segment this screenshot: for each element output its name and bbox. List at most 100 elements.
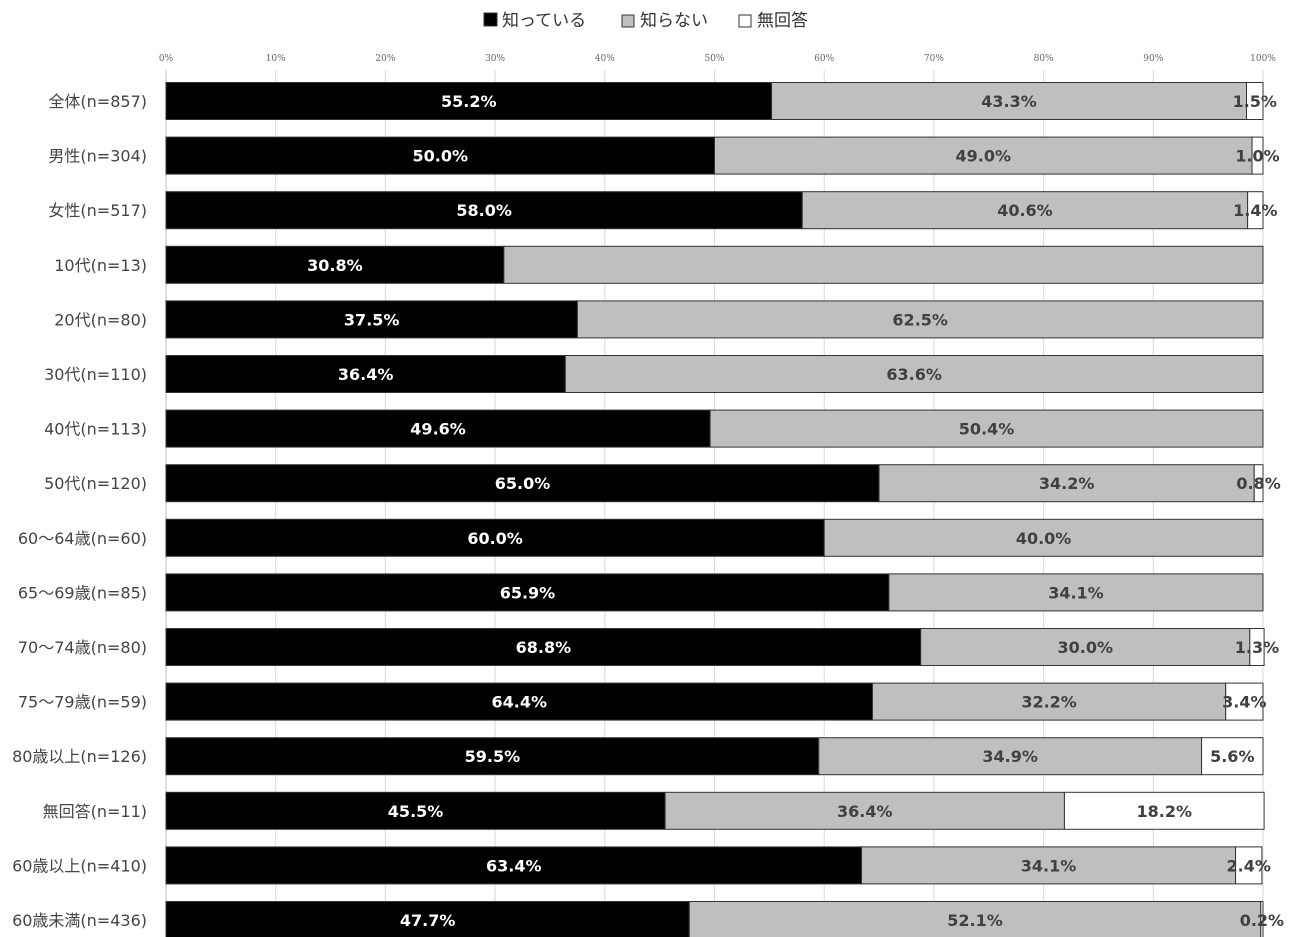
data-label: 1.5% [1233, 92, 1277, 111]
data-label: 0.2% [1240, 911, 1284, 930]
category-label: 75～79歳(n=59) [18, 693, 147, 712]
x-tick-label: 50% [704, 54, 724, 64]
bar-segment-know [165, 355, 566, 393]
data-label: 18.2% [1137, 802, 1193, 821]
bars [165, 82, 1265, 937]
legend-swatch-dont-know [621, 14, 635, 28]
data-label: 1.0% [1235, 147, 1279, 166]
category-label: 10代(n=13) [54, 256, 147, 275]
bar-segment-know [165, 573, 890, 612]
category-label: 全体(n=857) [48, 92, 147, 111]
category-label: 40代(n=113) [44, 420, 147, 439]
data-label: 5.6% [1210, 747, 1254, 766]
bar-segment-no-answer [1235, 846, 1263, 885]
category-labels: 全体(n=857) 男性(n=304) 女性(n=517) 10代(n=13) 20代(… [12, 92, 147, 930]
data-label: 65.9% [500, 583, 556, 602]
category-label: 30代(n=110) [44, 365, 147, 384]
bar-segment-no-answer [1253, 464, 1264, 503]
bar-segment-know [165, 300, 578, 339]
x-tick-label: 100% [1250, 54, 1276, 64]
data-label: 52.1% [947, 911, 1003, 930]
bar-segment-know [165, 737, 820, 776]
data-label: 55.2% [441, 92, 497, 111]
data-label: 40.6% [997, 201, 1053, 220]
bar-segment-dont-know [576, 300, 1264, 339]
x-tick-label: 40% [595, 54, 615, 64]
data-label: 45.5% [388, 802, 444, 821]
data-label: 50.0% [412, 147, 468, 166]
data-label: 32.2% [1021, 693, 1077, 712]
data-label: 30.0% [1058, 638, 1114, 657]
data-label: 47.7% [400, 911, 456, 930]
category-label: 60歳以上(n=410) [12, 856, 147, 875]
bar-segment-know [165, 791, 666, 830]
category-label: 80歳以上(n=126) [12, 747, 147, 766]
bar-segment-know [165, 518, 825, 557]
bar-segment-no-answer [1246, 82, 1264, 120]
x-tick-label: 20% [375, 54, 395, 64]
bar-segment-dont-know [688, 901, 1262, 937]
category-label: 50代(n=120) [44, 474, 147, 493]
data-label: 37.5% [344, 310, 400, 329]
x-axis-ticks: 0% 10% 20% 30% 40% 50% 60% 70% 80% 90% 100% [159, 54, 1276, 64]
legend: 知っている 知らない 無回答 [483, 11, 808, 31]
x-tick-label: 60% [814, 54, 834, 64]
data-label: 43.3% [981, 92, 1037, 111]
bar-segment-know [165, 136, 715, 175]
category-label: 男性(n=304) [48, 147, 147, 166]
bar-segment-know [165, 846, 862, 885]
data-label: 3.4% [1222, 693, 1266, 712]
bar-segment-dont-know [878, 464, 1255, 503]
bar-segment-no-answer [1251, 136, 1264, 175]
bar-segment-dont-know [823, 518, 1264, 557]
bar-segment-dont-know [871, 682, 1227, 721]
legend-swatch-know [483, 12, 498, 27]
category-label: 女性(n=517) [48, 201, 147, 220]
legend-swatch-no-answer [738, 14, 752, 28]
legend-label-no-answer: 無回答 [757, 11, 808, 31]
x-tick-label: 30% [485, 54, 505, 64]
data-label: 36.4% [338, 365, 394, 384]
data-label: 49.0% [956, 147, 1012, 166]
data-label: 49.6% [410, 420, 466, 439]
x-tick-label: 90% [1143, 54, 1163, 64]
data-label: 34.2% [1039, 474, 1095, 493]
bar-segment-know [165, 409, 711, 448]
bar-segment-no-answer [1201, 737, 1264, 776]
x-tick-label: 80% [1034, 54, 1054, 64]
data-label: 58.0% [456, 201, 512, 220]
bar-segment-know [165, 628, 922, 666]
data-label: 63.4% [486, 856, 542, 875]
bar-segment-dont-know [664, 791, 1065, 830]
category-label: 20代(n=80) [54, 310, 147, 329]
data-label: 1.3% [1235, 638, 1279, 657]
bar-segment-dont-know [818, 737, 1203, 776]
category-label: 60歳未満(n=436) [12, 911, 147, 930]
data-label: 63.6% [886, 365, 942, 384]
bar-segment-no-answer [1247, 191, 1264, 230]
bar-segment-no-answer [1260, 901, 1264, 937]
data-labels: 55.2% 43.3% 1.5% 50.0% 49.0% 1.0% 58.0% 40.6% 1.… [307, 92, 1284, 930]
bar-segment-dont-know [503, 245, 1264, 284]
data-label: 34.9% [982, 747, 1038, 766]
data-label: 1.4% [1233, 201, 1277, 220]
bar-segment-dont-know [564, 355, 1264, 393]
bar-segment-dont-know [709, 409, 1264, 448]
category-label: 60～64歳(n=60) [18, 529, 147, 548]
data-label: 2.4% [1227, 856, 1271, 875]
data-label: 40.0% [1016, 529, 1072, 548]
data-label: 64.4% [491, 693, 547, 712]
bar-segment-know [165, 245, 505, 284]
category-label: 無回答(n=11) [43, 802, 147, 821]
x-tick-label: 10% [266, 54, 286, 64]
x-tick-label: 0% [159, 54, 174, 64]
data-label: 59.5% [465, 747, 521, 766]
bar-segment-dont-know [771, 82, 1248, 120]
data-label: 60.0% [467, 529, 523, 548]
x-tick-label: 70% [924, 54, 944, 64]
bar-segment-dont-know [920, 628, 1251, 666]
data-label: 34.1% [1021, 856, 1077, 875]
data-label: 36.4% [837, 802, 893, 821]
bar-segment-no-answer [1249, 628, 1265, 666]
legend-label-know: 知っている [502, 11, 586, 31]
